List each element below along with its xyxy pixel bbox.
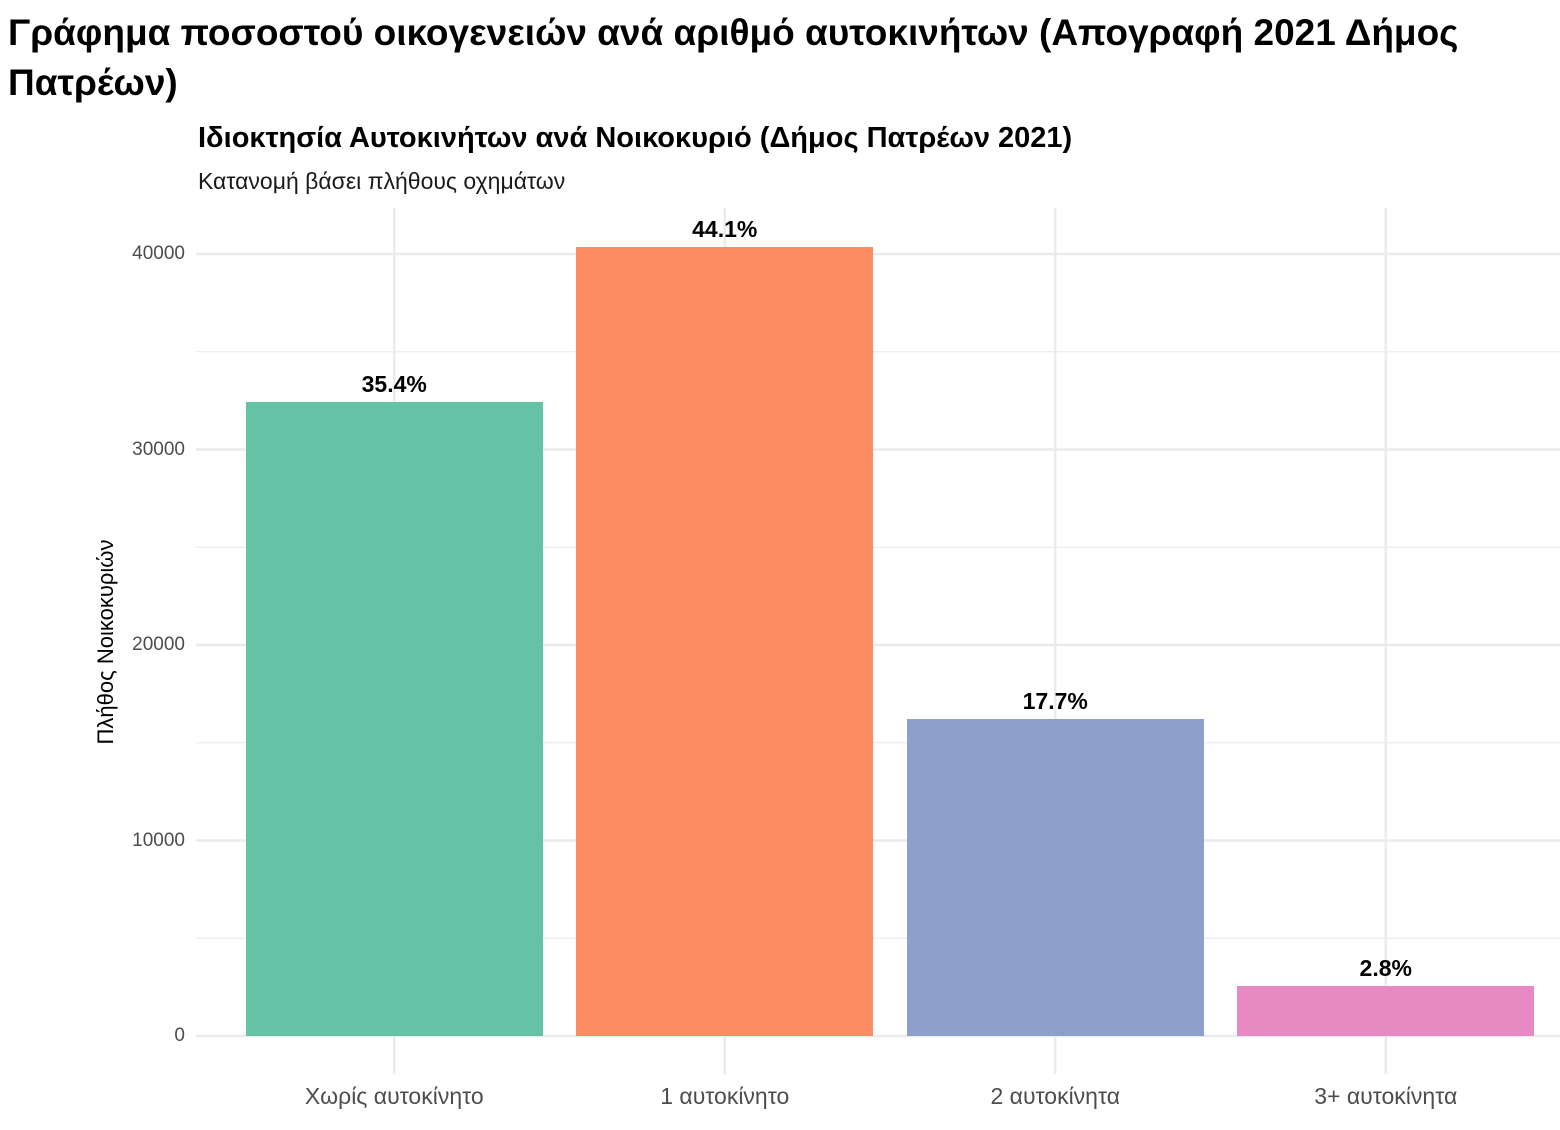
bar [1237, 985, 1535, 1036]
bar-data-label: 35.4% [361, 370, 427, 397]
page-title: Γράφημα ποσοστού οικογενειών ανά αριθμό … [8, 12, 1459, 103]
bar [576, 246, 874, 1036]
bar [245, 401, 543, 1036]
bar-data-label: 17.7% [1022, 687, 1088, 714]
y-axis-label: Πλήθος Νοικοκυριών [93, 539, 118, 745]
bar-data-label: 44.1% [692, 215, 758, 242]
x-tick-label: Χωρίς αυτοκίνητο [304, 1083, 484, 1109]
x-tick-label: 1 αυτοκίνητο [660, 1083, 790, 1109]
y-tick-label: 10000 [132, 829, 185, 851]
x-tick-label: 2 αυτοκίνητα [990, 1083, 1121, 1109]
chart-title: Ιδιοκτησία Αυτοκινήτων ανά Νοικοκυριό (Δ… [198, 122, 1073, 154]
y-tick-label: 0 [174, 1025, 185, 1046]
y-tick-label: 30000 [132, 438, 185, 460]
x-tick-label: 3+ αυτοκίνητα [1314, 1083, 1458, 1109]
bar [906, 718, 1204, 1036]
bar-data-label: 2.8% [1359, 954, 1412, 981]
y-tick-label: 40000 [132, 243, 185, 264]
y-tick-label: 20000 [132, 634, 185, 655]
chart-subtitle: Κατανομή βάσει πλήθους οχημάτων [198, 168, 566, 194]
